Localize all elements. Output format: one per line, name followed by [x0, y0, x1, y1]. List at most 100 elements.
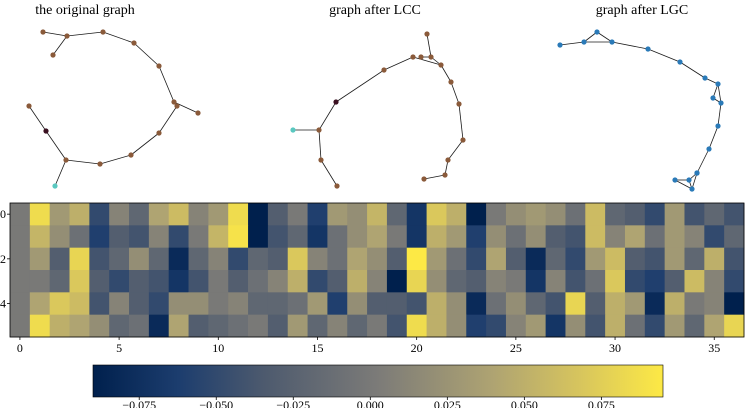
heatmap-cell [10, 203, 31, 226]
heatmap-cell [624, 225, 646, 249]
graph-edge [412, 56, 442, 66]
graph-node [97, 161, 103, 167]
heatmap-cell [505, 270, 527, 293]
heatmap-cell [248, 314, 269, 338]
heatmap-cell [525, 225, 547, 249]
graph-node [50, 52, 56, 58]
heatmap-cell [684, 203, 705, 226]
graph-node [128, 152, 134, 158]
heatmap-cell [704, 292, 725, 316]
heatmap-cell [605, 247, 626, 271]
heatmap-cell [129, 247, 150, 271]
heatmap-cell [505, 292, 527, 316]
heatmap-cell [605, 270, 626, 293]
heatmap-cell [386, 225, 408, 249]
graph-node [557, 42, 563, 48]
heatmap-cell [188, 225, 209, 249]
graph-edge [54, 159, 67, 187]
heatmap-cell [69, 203, 90, 226]
heatmap-cell [29, 270, 51, 293]
heatmap-cell [585, 292, 606, 316]
heatmap-cell [347, 292, 368, 316]
heatmap-cell [624, 247, 646, 271]
heatmap-cell [664, 270, 685, 293]
graph-node [318, 157, 324, 163]
heatmap-cell [386, 247, 408, 271]
heatmap-cell [287, 247, 308, 271]
x-tick-label: 25 [510, 341, 522, 355]
graph-edge [596, 31, 613, 43]
heatmap-cell [525, 247, 547, 271]
heatmap-cell [585, 314, 606, 338]
heatmap-cell [664, 292, 685, 316]
heatmap-cell [605, 225, 626, 249]
heatmap-cell [505, 247, 527, 271]
heatmap-cell [426, 314, 447, 338]
heatmap-cell [644, 314, 666, 338]
colorbar [92, 364, 664, 398]
graph-edge [45, 130, 67, 161]
graph-edge [440, 64, 452, 83]
graph-edge [691, 172, 698, 190]
graph-node [26, 103, 32, 109]
colorbar-tick-label: 0.025 [434, 398, 461, 408]
heatmap-cell [89, 270, 110, 293]
heatmap-cell [10, 314, 31, 338]
heatmap-cell [644, 203, 666, 226]
heatmap-cell [287, 270, 308, 293]
heatmap-cell [446, 247, 467, 271]
heatmap-cell [724, 314, 745, 338]
heatmap-cell [367, 225, 388, 249]
heatmap-cell [505, 314, 527, 338]
heatmap-cell [248, 292, 269, 316]
x-tick-label: 0 [17, 341, 23, 355]
heatmap-cell [148, 203, 170, 226]
colorbar-ticks: −0.075 −0.050 −0.025 0.000 0.025 0.050 0.075 [122, 397, 615, 408]
graph-node [100, 29, 106, 35]
graph-node [171, 99, 177, 105]
heatmap-cell [704, 270, 725, 293]
heatmap-cell [69, 247, 90, 271]
heatmap-cell [188, 314, 209, 338]
heatmap-x-ticks: 0 5 10 15 20 25 30 35 [17, 337, 720, 355]
graph-node [156, 130, 162, 136]
graph-title-original: the original graph [35, 3, 135, 18]
heatmap-cell [585, 225, 606, 249]
heatmap-cell [10, 292, 31, 316]
heatmap-cell [406, 314, 427, 338]
heatmap-cell [89, 203, 110, 226]
heatmap-cell [426, 270, 447, 293]
heatmap-cell [684, 292, 705, 316]
heatmap-cell [545, 203, 566, 226]
graph-edge [318, 101, 337, 131]
heatmap-cell [624, 314, 646, 338]
graph-edge [717, 102, 722, 127]
graph-edge [458, 103, 464, 141]
heatmap-cell [49, 270, 70, 293]
heatmap-cell [684, 247, 705, 271]
heatmap-cell [486, 314, 507, 338]
heatmap-cell [168, 314, 189, 338]
graph-node [694, 170, 700, 176]
heatmap-cell [446, 270, 467, 293]
heatmap-cell [89, 314, 110, 338]
heatmap-cell [644, 292, 666, 316]
heatmap-cell [248, 225, 269, 249]
graph-node [421, 176, 427, 182]
heatmap-cell [307, 225, 328, 249]
heatmap-cell [148, 225, 170, 249]
heatmap-cell [466, 314, 487, 338]
graph-edge [65, 159, 101, 165]
graph-node [43, 128, 49, 134]
heatmap-cell [267, 314, 289, 338]
heatmap-cell [148, 314, 170, 338]
graph-node [64, 33, 70, 39]
heatmap-cell [29, 225, 51, 249]
graph-edge [133, 42, 160, 67]
heatmap-cell [89, 225, 110, 249]
heatmap-cell [545, 314, 566, 338]
heatmap-cell [545, 270, 566, 293]
heatmap-cell [486, 270, 507, 293]
heatmap-cell [168, 225, 189, 249]
heatmap-cell [188, 270, 209, 293]
